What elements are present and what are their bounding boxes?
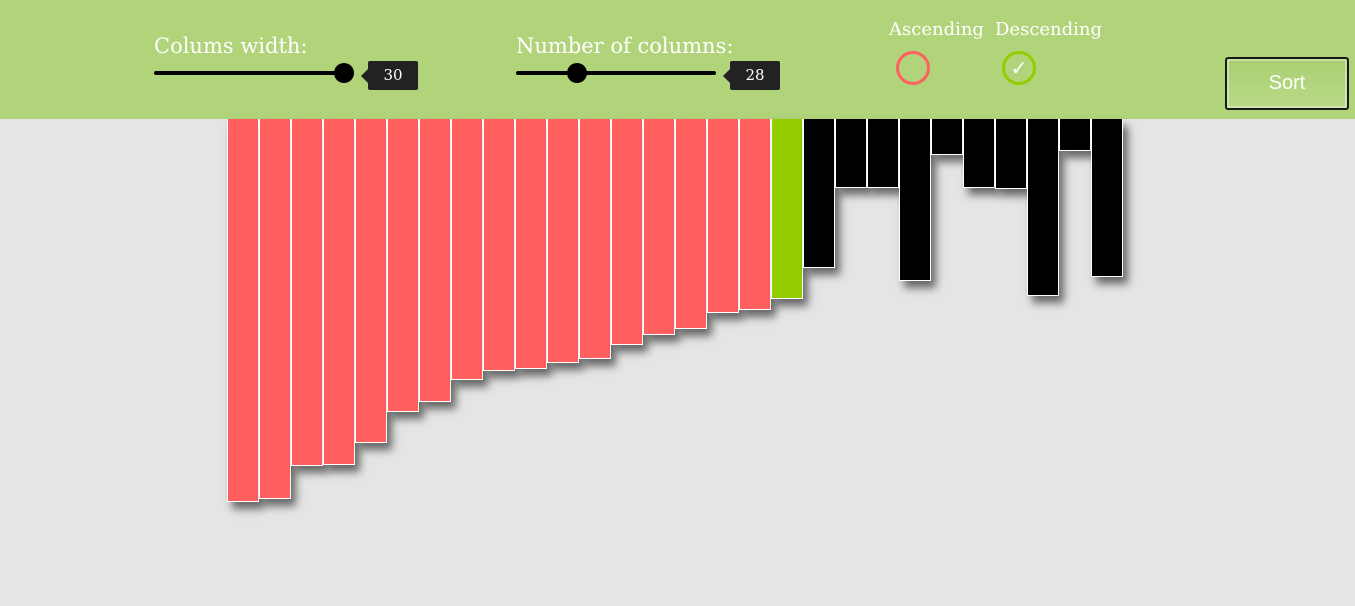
bar-column [259, 119, 291, 499]
bar-column [867, 119, 899, 188]
bar-column [547, 119, 579, 363]
number-of-columns-slider-track[interactable] [516, 71, 716, 75]
bar-column [739, 119, 771, 310]
bar-column [803, 119, 835, 268]
bar-column [931, 119, 963, 155]
bar-column [483, 119, 515, 371]
bar-column [1091, 119, 1123, 277]
number-of-columns-label: Number of columns: [516, 34, 734, 58]
bar-column [707, 119, 739, 313]
bar-column [387, 119, 419, 412]
sort-button[interactable]: Sort [1225, 57, 1349, 110]
bar-column [835, 119, 867, 188]
descending-label: Descending [995, 19, 1103, 40]
number-of-columns-slider-thumb[interactable] [567, 63, 587, 83]
bar-chart [227, 119, 1127, 519]
ascending-label: Ascending [889, 19, 984, 40]
checkmark-icon: ✓ [1010, 56, 1028, 80]
column-width-slider-thumb[interactable] [334, 63, 354, 83]
bar-column [355, 119, 387, 443]
control-bar: Colums width: 30 Number of columns: 28 A… [0, 0, 1355, 119]
bar-column [1059, 119, 1091, 151]
bar-column [451, 119, 483, 380]
bar-column [899, 119, 931, 281]
column-width-value: 30 [361, 61, 418, 90]
bar-column [995, 119, 1027, 189]
bar-column [611, 119, 643, 345]
bar-column [675, 119, 707, 329]
bar-column [579, 119, 611, 359]
bar-column [1027, 119, 1059, 296]
ascending-radio[interactable] [896, 51, 930, 85]
bar-column [643, 119, 675, 335]
column-width-slider-track[interactable] [154, 71, 344, 75]
bar-column [227, 119, 259, 502]
bar-column [771, 119, 803, 299]
column-width-label: Colums width: [154, 34, 308, 58]
bar-column [515, 119, 547, 369]
bar-column [291, 119, 323, 466]
descending-radio[interactable]: ✓ [1002, 51, 1036, 85]
bar-column [419, 119, 451, 402]
bar-column [963, 119, 995, 188]
bar-column [323, 119, 355, 465]
number-of-columns-value: 28 [723, 61, 780, 90]
